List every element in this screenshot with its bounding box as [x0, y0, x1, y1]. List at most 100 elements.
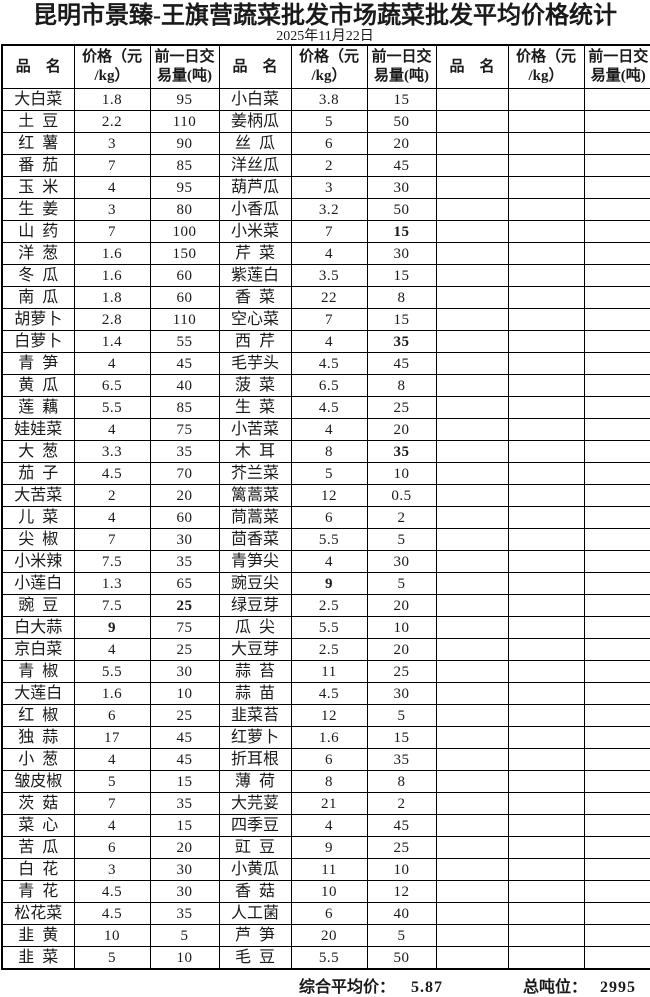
table-row: 茄 子 4.5 70 芥兰菜 5 10	[1, 462, 650, 485]
price-cell: 3.8	[290, 88, 368, 111]
product-name-cell: 生 菜	[218, 396, 292, 419]
price-cell: 7	[290, 308, 368, 331]
average-price-label: 综合平均价：	[299, 979, 396, 996]
product-name-cell: 茼蒿菜	[218, 506, 292, 529]
price-cell: 6.5	[290, 374, 368, 397]
product-name-cell: 红 薯	[1, 132, 75, 155]
volume-cell	[583, 242, 650, 265]
table-row: 茨 菇 7 35 大芫荽 21 2	[1, 792, 650, 815]
volume-cell: 45	[366, 814, 437, 837]
volume-cell: 20	[366, 638, 437, 661]
price-cell: 2.5	[290, 594, 368, 617]
product-name-cell: 小黄瓜	[218, 858, 292, 881]
volume-cell: 95	[149, 88, 220, 111]
product-name-cell	[435, 792, 509, 815]
product-name-cell	[435, 132, 509, 155]
price-cell: 1.6	[73, 264, 151, 287]
product-name-cell	[435, 330, 509, 353]
volume-cell	[583, 374, 650, 397]
product-name-cell: 大 葱	[1, 440, 75, 463]
volume-cell: 8	[366, 286, 437, 309]
product-name-cell	[435, 462, 509, 485]
product-name-cell: 皱皮椒	[1, 770, 75, 793]
price-cell: 4.5	[290, 396, 368, 419]
price-cell	[507, 88, 585, 111]
table-row: 莲 藕 5.5 85 生 菜 4.5 25	[1, 396, 650, 419]
volume-cell: 20	[149, 484, 220, 507]
price-cell: 7	[290, 220, 368, 243]
volume-cell: 100	[149, 220, 220, 243]
volume-cell	[583, 924, 650, 947]
volume-cell: 60	[149, 506, 220, 529]
product-name-cell	[435, 748, 509, 771]
price-cell: 7	[73, 792, 151, 815]
price-cell	[507, 308, 585, 331]
volume-cell: 8	[366, 374, 437, 397]
volume-header: 前一日交 易量(吨)	[366, 44, 437, 89]
product-name-cell	[435, 924, 509, 947]
volume-cell: 110	[149, 110, 220, 133]
price-cell: 2	[290, 154, 368, 177]
total-tonnage-value: 2995	[600, 979, 637, 996]
table-row: 番 茄 7 85 洋丝瓜 2 45	[1, 154, 650, 177]
price-cell: 2	[73, 484, 151, 507]
price-cell: 4	[290, 814, 368, 837]
volume-cell: 35	[366, 440, 437, 463]
volume-cell: 30	[149, 660, 220, 683]
product-name-header: 品 名	[218, 44, 292, 89]
product-name-cell: 红萝卜	[218, 726, 292, 749]
product-name-cell: 尖 椒	[1, 528, 75, 551]
product-name-cell	[435, 858, 509, 881]
price-cell: 12	[290, 704, 368, 727]
volume-cell: 85	[149, 154, 220, 177]
product-name-cell	[435, 198, 509, 221]
product-name-cell: 小米菜	[218, 220, 292, 243]
price-cell: 11	[290, 858, 368, 881]
product-name-cell: 青笋尖	[218, 550, 292, 573]
volume-cell: 25	[149, 594, 220, 617]
volume-cell: 110	[149, 308, 220, 331]
price-cell: 4	[73, 506, 151, 529]
price-cell	[507, 286, 585, 309]
table-row: 尖 椒 7 30 茴香菜 5.5 5	[1, 528, 650, 551]
volume-cell	[583, 440, 650, 463]
price-cell: 6	[290, 902, 368, 925]
price-header: 价格（元 /kg）	[73, 44, 151, 89]
price-cell: 4	[290, 330, 368, 353]
volume-cell: 30	[366, 550, 437, 573]
price-cell	[507, 264, 585, 287]
volume-cell: 15	[149, 814, 220, 837]
product-name-cell: 京白菜	[1, 638, 75, 661]
volume-cell	[583, 264, 650, 287]
volume-cell: 60	[149, 264, 220, 287]
price-cell	[507, 154, 585, 177]
price-cell: 12	[290, 484, 368, 507]
volume-cell: 25	[366, 396, 437, 419]
product-name-cell	[435, 374, 509, 397]
table-row: 青 椒 5.5 30 蒜 苔 11 25	[1, 660, 650, 683]
price-cell: 4.5	[290, 682, 368, 705]
volume-cell	[583, 616, 650, 639]
product-name-cell: 茄 子	[1, 462, 75, 485]
price-cell: 8	[290, 770, 368, 793]
product-name-cell: 丝 瓜	[218, 132, 292, 155]
price-cell	[507, 374, 585, 397]
price-cell: 3	[73, 132, 151, 155]
product-name-cell	[435, 484, 509, 507]
product-name-cell: 西 芹	[218, 330, 292, 353]
product-name-cell: 小苦菜	[218, 418, 292, 441]
volume-cell: 5	[149, 924, 220, 947]
product-name-cell: 菠 菜	[218, 374, 292, 397]
price-cell: 4	[290, 550, 368, 573]
product-name-cell	[435, 880, 509, 903]
price-cell	[507, 396, 585, 419]
product-name-cell: 大苦菜	[1, 484, 75, 507]
price-cell	[507, 682, 585, 705]
product-name-cell: 洋丝瓜	[218, 154, 292, 177]
product-name-cell	[435, 352, 509, 375]
table-row: 胡萝卜 2.8 110 空心菜 7 15	[1, 308, 650, 331]
volume-cell	[583, 814, 650, 837]
price-cell	[507, 770, 585, 793]
volume-cell: 5	[366, 528, 437, 551]
product-name-cell: 生 姜	[1, 198, 75, 221]
